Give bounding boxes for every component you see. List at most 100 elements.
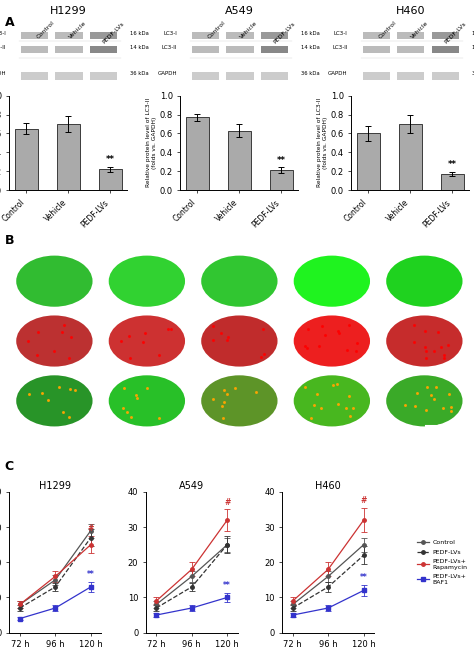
Bar (399, 124, 422, 190)
Text: H1299: H1299 (50, 7, 87, 16)
Text: 14 kDa: 14 kDa (130, 45, 148, 50)
FancyBboxPatch shape (431, 46, 459, 53)
Title: PEDF-LVs: PEDF-LVs (226, 246, 253, 251)
Bar (270, 170, 293, 190)
FancyBboxPatch shape (21, 32, 48, 39)
Title: Vehicle: Vehicle (137, 246, 157, 251)
Text: A: A (5, 16, 14, 30)
Text: C: C (5, 460, 14, 473)
Text: **: ** (448, 160, 457, 169)
Text: 16 kDa: 16 kDa (301, 31, 319, 36)
FancyBboxPatch shape (397, 32, 424, 39)
FancyBboxPatch shape (227, 72, 254, 80)
Ellipse shape (109, 256, 185, 306)
Text: GAPDH: GAPDH (157, 71, 177, 76)
Text: 16 kDa: 16 kDa (472, 31, 474, 36)
Ellipse shape (386, 376, 463, 426)
FancyBboxPatch shape (192, 72, 219, 80)
Ellipse shape (201, 376, 278, 426)
Bar (57, 124, 80, 190)
Y-axis label: Relative protein level of LC3-II
(folds vs. GAPDH): Relative protein level of LC3-II (folds … (146, 98, 157, 187)
Title: PEDF-LVs+Rapamycin: PEDF-LVs+Rapamycin (300, 246, 365, 251)
Text: 14 kDa: 14 kDa (472, 45, 474, 50)
Ellipse shape (109, 316, 185, 366)
FancyBboxPatch shape (227, 32, 254, 39)
Text: **: ** (106, 155, 115, 163)
Text: LC3-I: LC3-I (0, 31, 6, 36)
Text: Vehicle: Vehicle (239, 20, 259, 40)
FancyBboxPatch shape (261, 46, 288, 53)
Title: Control: Control (44, 246, 65, 251)
Ellipse shape (16, 256, 92, 306)
FancyBboxPatch shape (261, 32, 288, 39)
Ellipse shape (386, 256, 463, 306)
Title: PEDF-LVs+BAF1: PEDF-LVs+BAF1 (401, 246, 448, 251)
FancyBboxPatch shape (90, 72, 117, 80)
Text: H460: H460 (396, 7, 425, 16)
Text: #: # (361, 496, 367, 505)
Ellipse shape (294, 256, 370, 306)
FancyBboxPatch shape (363, 72, 390, 80)
FancyBboxPatch shape (397, 72, 424, 80)
FancyBboxPatch shape (431, 72, 459, 80)
Bar (441, 174, 464, 190)
Legend: Control, PEDF-LVs, PEDF-LVs+
Rapamycin, PEDF-LVs+
BAF1: Control, PEDF-LVs, PEDF-LVs+ Rapamycin, … (417, 539, 467, 585)
Text: **: ** (87, 570, 95, 579)
FancyBboxPatch shape (192, 46, 219, 53)
Text: Vehicle: Vehicle (68, 20, 88, 40)
Text: **: ** (277, 156, 286, 165)
FancyBboxPatch shape (21, 72, 48, 80)
FancyBboxPatch shape (90, 46, 117, 53)
FancyBboxPatch shape (90, 32, 117, 39)
Text: 14 kDa: 14 kDa (301, 45, 319, 50)
Text: Control: Control (206, 20, 226, 40)
Text: PEDF-LVs: PEDF-LVs (101, 20, 125, 44)
Text: PEDF-LVs: PEDF-LVs (443, 20, 467, 44)
Bar (357, 134, 380, 190)
Text: **: ** (360, 573, 368, 583)
Text: 36 kDa: 36 kDa (130, 71, 148, 76)
Text: LC3-I: LC3-I (163, 31, 177, 36)
Ellipse shape (294, 316, 370, 366)
Text: PEDF-LVs: PEDF-LVs (273, 20, 296, 44)
Text: Control: Control (36, 20, 55, 40)
FancyBboxPatch shape (55, 46, 82, 53)
FancyBboxPatch shape (363, 46, 390, 53)
Text: **: ** (223, 581, 231, 590)
Ellipse shape (16, 316, 92, 366)
Text: LC3-II: LC3-II (161, 45, 177, 50)
Bar (228, 130, 251, 190)
FancyBboxPatch shape (55, 72, 82, 80)
Text: LC3-II: LC3-II (0, 45, 6, 50)
Bar (99, 169, 122, 190)
Text: GAPDH: GAPDH (0, 71, 6, 76)
Ellipse shape (294, 376, 370, 426)
Text: #: # (88, 524, 94, 533)
Text: 36 kDa: 36 kDa (472, 71, 474, 76)
FancyBboxPatch shape (261, 72, 288, 80)
Text: Vehicle: Vehicle (410, 20, 430, 40)
Ellipse shape (201, 256, 278, 306)
Ellipse shape (16, 376, 92, 426)
Text: GAPDH: GAPDH (328, 71, 348, 76)
FancyBboxPatch shape (397, 46, 424, 53)
FancyBboxPatch shape (21, 46, 48, 53)
Ellipse shape (386, 316, 463, 366)
Text: Control: Control (377, 20, 397, 40)
Bar (186, 117, 209, 190)
Text: 36 kDa: 36 kDa (301, 71, 319, 76)
Text: LC3-I: LC3-I (334, 31, 348, 36)
Title: A549: A549 (179, 481, 204, 491)
FancyBboxPatch shape (363, 32, 390, 39)
Text: #: # (224, 498, 230, 507)
Text: B: B (5, 234, 14, 247)
Text: 16 kDa: 16 kDa (130, 31, 148, 36)
FancyBboxPatch shape (227, 46, 254, 53)
Y-axis label: Relative protein level of LC3-II
(folds vs. GAPDH): Relative protein level of LC3-II (folds … (317, 98, 328, 187)
Title: H460: H460 (315, 481, 341, 491)
Text: LC3-II: LC3-II (332, 45, 348, 50)
Title: H1299: H1299 (39, 481, 71, 491)
FancyBboxPatch shape (55, 32, 82, 39)
Text: A549: A549 (225, 7, 254, 16)
FancyBboxPatch shape (192, 32, 219, 39)
